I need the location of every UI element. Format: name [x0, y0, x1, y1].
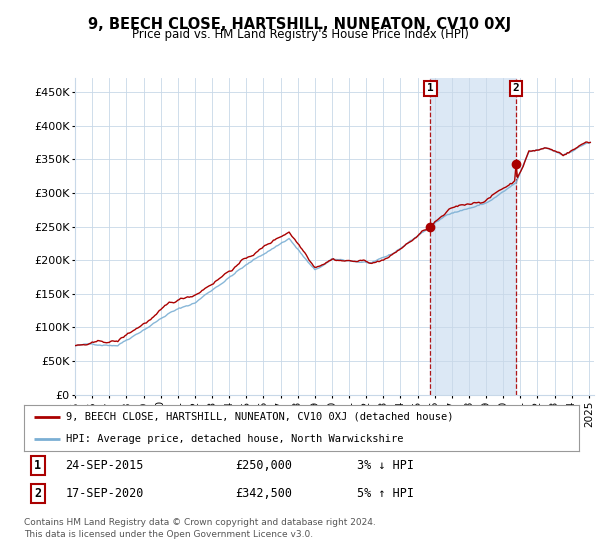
Text: HPI: Average price, detached house, North Warwickshire: HPI: Average price, detached house, Nort… — [65, 434, 403, 444]
Text: Price paid vs. HM Land Registry's House Price Index (HPI): Price paid vs. HM Land Registry's House … — [131, 28, 469, 41]
Bar — [430, 78, 516, 395]
Text: Contains HM Land Registry data © Crown copyright and database right 2024.
This d: Contains HM Land Registry data © Crown c… — [24, 518, 376, 539]
Text: £342,500: £342,500 — [235, 487, 292, 500]
Text: 2: 2 — [34, 487, 41, 500]
Text: £250,000: £250,000 — [235, 459, 292, 472]
Text: 1: 1 — [34, 459, 41, 472]
Text: 3% ↓ HPI: 3% ↓ HPI — [357, 459, 414, 472]
Text: 5% ↑ HPI: 5% ↑ HPI — [357, 487, 414, 500]
Text: 2: 2 — [512, 83, 520, 94]
Text: 9, BEECH CLOSE, HARTSHILL, NUNEATON, CV10 0XJ (detached house): 9, BEECH CLOSE, HARTSHILL, NUNEATON, CV1… — [65, 412, 453, 422]
Text: 9, BEECH CLOSE, HARTSHILL, NUNEATON, CV10 0XJ: 9, BEECH CLOSE, HARTSHILL, NUNEATON, CV1… — [88, 17, 512, 32]
Text: 17-SEP-2020: 17-SEP-2020 — [65, 487, 144, 500]
Text: 1: 1 — [427, 83, 434, 94]
Text: 24-SEP-2015: 24-SEP-2015 — [65, 459, 144, 472]
